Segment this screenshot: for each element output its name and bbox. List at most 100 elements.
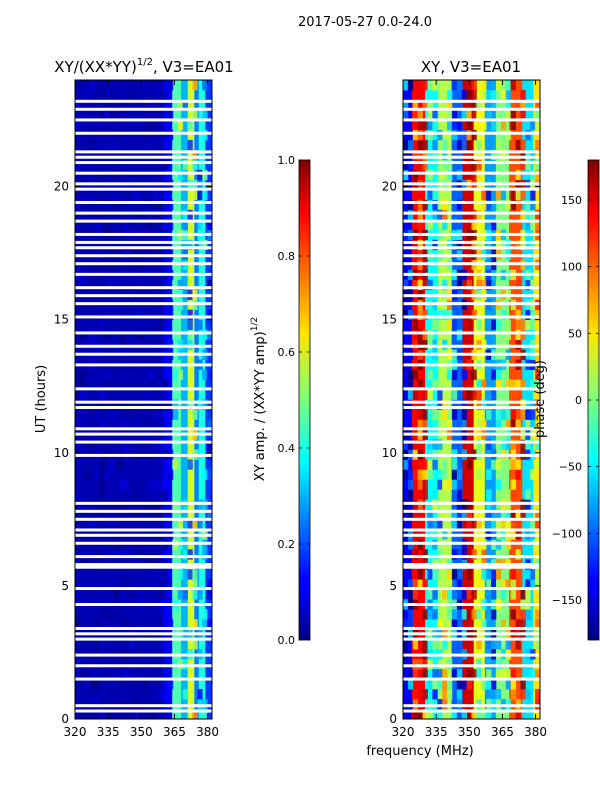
panel-a-cell: [123, 159, 130, 171]
panel-a-cell: [167, 109, 174, 121]
panel-b-cell: [505, 579, 512, 590]
panel-a-cell: [153, 129, 159, 141]
panel-b-cell: [520, 619, 526, 630]
panel-a-ytick-label: 10: [54, 446, 69, 460]
panel-b-cell: [461, 589, 468, 600]
panel-a-cell: [75, 489, 81, 500]
panel-b-flag-row: [403, 563, 540, 567]
panel-a-cell: [163, 569, 169, 580]
panel-a-cell: [197, 589, 203, 600]
panel-b-ytick-label: 15: [382, 313, 397, 327]
panel-a-cell: [114, 129, 120, 141]
panel-a-xtick-label: 380: [196, 725, 219, 739]
panel-b-cell: [412, 709, 419, 719]
panel-a-cell: [172, 509, 179, 520]
panel-b-cell: [412, 509, 419, 520]
panel-b-cell: [491, 189, 497, 201]
panel-b-cell: [535, 119, 540, 131]
panel-b-cell: [535, 619, 540, 630]
panel-b-cell: [422, 689, 428, 700]
panel-b-cell: [427, 329, 433, 340]
panel-b-cell: [535, 519, 540, 530]
panel-a-cell: [75, 439, 81, 450]
panel-b-cell: [456, 279, 463, 291]
panel-b-cell: [442, 459, 448, 470]
panel-b-cell: [476, 579, 482, 590]
panel-b-cell: [515, 309, 521, 321]
panel-b-cell: [407, 669, 414, 680]
panel-a-flag-row: [75, 286, 212, 290]
panel-a-flag-row: [75, 440, 212, 444]
panel-a-cell: [109, 309, 115, 321]
panel-b-cell: [432, 80, 438, 91]
panel-b-heatmap: [403, 80, 540, 719]
panel-b-cell: [412, 579, 419, 590]
panel-a-cell: [84, 389, 91, 400]
panel-b-cell: [471, 89, 477, 101]
panel-a-cell: [75, 119, 81, 131]
panel-a-flag-row: [75, 555, 212, 559]
panel-b-cell: [447, 409, 453, 420]
panel-b-cell: [461, 509, 468, 520]
panel-a-cell: [123, 669, 130, 680]
panel-b-cell: [520, 139, 526, 151]
panel-b-cell: [417, 469, 423, 480]
panel-a-cell: [109, 80, 115, 91]
panel-b-cell: [442, 639, 448, 650]
panel-b-cell: [520, 329, 526, 340]
panel-a-cell: [99, 639, 105, 650]
colorbar-b-tick-label: −150: [552, 594, 582, 607]
panel-b-cell: [500, 669, 507, 680]
panel-b-cell: [427, 319, 433, 331]
panel-a-cell: [148, 219, 154, 231]
panel-b-cell: [505, 669, 512, 680]
panel-a-cell: [182, 159, 188, 171]
panel-b-cell: [422, 199, 428, 211]
panel-a-cell: [89, 439, 95, 450]
panel-b-cell: [403, 109, 409, 121]
panel-b-cell: [432, 199, 438, 211]
panel-a-cell: [79, 129, 86, 141]
panel-a-xtick-label: 350: [130, 725, 153, 739]
panel-a-title-exp: 1/2: [137, 57, 153, 68]
panel-b-cell: [495, 579, 502, 590]
panel-b-cell: [456, 479, 463, 490]
panel-a-cell: [94, 409, 100, 420]
panel-b-cell: [481, 199, 487, 211]
panel-a-flag-row: [75, 528, 212, 532]
panel-a-flag-row: [75, 344, 212, 348]
panel-a-cell: [75, 389, 81, 400]
panel-b-cell: [510, 189, 516, 201]
panel-a-cell: [89, 679, 95, 690]
panel-b-cell: [437, 709, 443, 719]
panel-a-cell: [182, 219, 188, 231]
panel-a-cell: [187, 519, 193, 530]
panel-a-cell: [133, 379, 140, 390]
panel-b-cell: [442, 279, 448, 291]
panel-b-axes-frame: [402, 79, 541, 720]
panel-a-cell: [133, 489, 140, 500]
panel-a-cell: [99, 189, 105, 201]
panel-b-cell: [432, 669, 438, 680]
panel-a-cell: [114, 589, 120, 600]
panel-b-cell: [510, 119, 516, 131]
panel-a-cell: [75, 189, 81, 201]
panel-a-cell: [207, 279, 212, 291]
panel-a-cell: [148, 549, 154, 560]
panel-b-cell: [432, 569, 438, 580]
panel-a-cell: [79, 119, 86, 131]
panel-a-cell: [167, 679, 174, 690]
panel-b-flag-row: [403, 131, 540, 135]
panel-a-cell: [153, 189, 159, 201]
panel-b-ytick-label: 0: [389, 712, 397, 726]
panel-b-cell: [491, 199, 497, 211]
panel-b-flag-row: [403, 150, 540, 154]
panel-b-cell: [427, 219, 433, 231]
panel-a-cell: [89, 519, 95, 530]
panel-a-cell: [192, 579, 198, 590]
panel-b-cell: [412, 169, 419, 181]
panel-a-cell: [109, 279, 115, 291]
panel-b-cell: [530, 189, 536, 201]
panel-a-cell: [143, 139, 149, 151]
panel-b-cell: [427, 389, 433, 400]
